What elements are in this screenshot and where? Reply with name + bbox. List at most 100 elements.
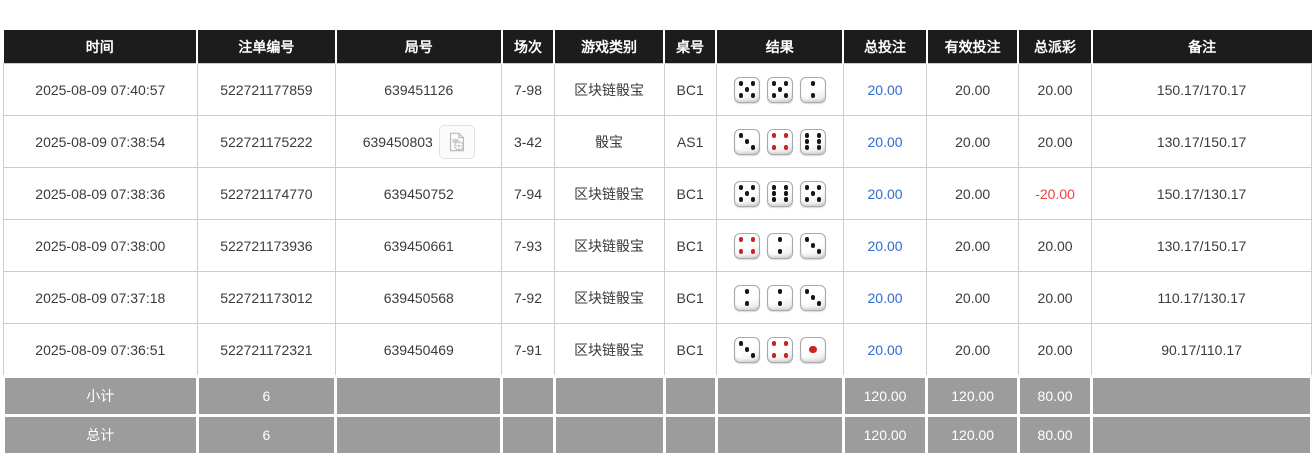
session-cell: 3-42 <box>501 115 555 168</box>
valid-bet-cell: 20.00 <box>926 63 1019 116</box>
die-pip <box>738 81 743 86</box>
die-pip <box>744 289 749 294</box>
column-header-total_bet: 总投注 <box>843 30 928 64</box>
total-payout-cell: -20.00 <box>1017 167 1093 220</box>
die-pip <box>777 237 782 242</box>
table-row: 2025-08-09 07:37:18 522721173012 639450568… <box>3 271 1312 324</box>
total-payout-cell: 20.00 <box>1017 115 1093 168</box>
grand-total-count: 6 <box>195 414 338 456</box>
round-no-wrap: 639450752 <box>384 186 454 202</box>
die-pip <box>804 197 809 202</box>
total-payout-cell: 20.00 <box>1017 219 1093 272</box>
die-pip <box>816 145 821 150</box>
remark-cell: 90.17/110.17 <box>1091 323 1312 377</box>
dice-result <box>721 180 839 207</box>
round-no-cell: 639450661 <box>335 219 503 272</box>
total-bet-link[interactable]: 20.00 <box>867 289 903 306</box>
total-bet-link[interactable]: 20.00 <box>867 81 903 98</box>
table-header: 时间 注单编号 局号 场次 游戏类别 桌号 结果 总投注 有效投注 总派彩 备注 <box>3 30 1312 64</box>
die-5-black <box>733 180 760 207</box>
round-no-value: 639450803 <box>362 133 433 150</box>
die-pip <box>816 185 821 190</box>
total-bet-cell: 20.00 <box>842 323 928 377</box>
round-no-cell: 639451126 <box>335 63 503 116</box>
total-bet-link[interactable]: 20.00 <box>867 185 903 202</box>
valid-bet-cell: 20.00 <box>926 323 1019 377</box>
total-bet-cell: 20.00 <box>842 219 928 272</box>
total-bet-link[interactable]: 20.00 <box>867 237 903 254</box>
die-pip <box>804 289 809 294</box>
result-cell <box>715 271 844 324</box>
die-pip <box>777 301 782 306</box>
total-bet-link[interactable]: 20.00 <box>867 133 903 150</box>
result-cell <box>715 63 844 116</box>
die-5-black <box>766 76 793 103</box>
order-no-cell: 522721175222 <box>196 115 337 168</box>
die-pip <box>750 249 755 254</box>
die-pip <box>804 139 809 144</box>
total-bet-cell: 20.00 <box>842 271 928 324</box>
round-no-wrap: 639450469 <box>384 342 454 358</box>
die-pip <box>810 243 815 248</box>
grand-total-total-payout: 80.00 <box>1016 414 1094 456</box>
valid-bet-cell: 20.00 <box>926 167 1019 220</box>
column-header-time: 时间 <box>3 30 199 64</box>
order-no-cell: 522721173936 <box>196 219 337 272</box>
round-no-value: 639450661 <box>383 237 454 254</box>
grand-total-valid-bet: 120.00 <box>925 414 1020 456</box>
die-pip <box>738 341 743 346</box>
table-no-cell: BC1 <box>663 63 717 116</box>
die-5-black <box>733 76 760 103</box>
footer-empty-table <box>662 414 718 456</box>
total-bet-link[interactable]: 20.00 <box>867 341 903 358</box>
column-header-game_type: 游戏类别 <box>554 30 665 64</box>
footer-empty-round <box>334 414 504 456</box>
grand-total-row: 总计 6 120.00 120.00 80.00 <box>2 414 1313 456</box>
die-6-black <box>766 180 793 207</box>
die-pip <box>738 185 743 190</box>
time-cell: 2025-08-09 07:36:51 <box>3 323 198 377</box>
die-pip <box>783 353 788 358</box>
die-pip <box>804 133 809 138</box>
game-type-cell: 区块链骰宝 <box>553 167 665 220</box>
die-pip <box>783 93 788 98</box>
table-row: 2025-08-09 07:38:54 522721175222 639450803… <box>3 115 1312 168</box>
session-cell: 7-94 <box>501 167 555 220</box>
die-pip <box>771 197 776 202</box>
total-bet-cell: 20.00 <box>842 167 928 220</box>
column-header-session: 场次 <box>501 30 556 64</box>
result-cell <box>715 323 844 377</box>
die-pip <box>783 197 788 202</box>
grand-total-total-bet: 120.00 <box>841 414 929 456</box>
die-pip <box>744 347 749 352</box>
die-pip <box>738 237 743 242</box>
die-pip <box>771 353 776 358</box>
total-payout-cell: 20.00 <box>1017 271 1093 324</box>
total-bet-cell: 20.00 <box>842 63 928 116</box>
die-pip <box>777 289 782 294</box>
table-row: 2025-08-09 07:38:00 522721173936 639450661… <box>3 219 1312 272</box>
game-type-cell: 区块链骰宝 <box>553 323 665 377</box>
order-no-cell: 522721172321 <box>196 323 337 377</box>
dice-result <box>721 128 839 155</box>
die-pip <box>816 139 821 144</box>
order-no-cell: 522721177859 <box>196 63 337 116</box>
footer-empty-result <box>714 414 845 456</box>
die-pip <box>777 87 782 92</box>
die-pip <box>744 87 749 92</box>
die-3-black <box>799 232 826 259</box>
die-5-black <box>799 180 826 207</box>
table-no-cell: BC1 <box>663 167 717 220</box>
round-no-cell: 639450752 <box>335 167 503 220</box>
die-4-red <box>766 336 793 363</box>
result-cell <box>715 219 844 272</box>
die-pip <box>804 237 809 242</box>
valid-bet-cell: 20.00 <box>926 115 1019 168</box>
table-no-cell: BC1 <box>663 219 717 272</box>
die-pip <box>744 139 749 144</box>
die-pip <box>783 191 788 196</box>
die-pip <box>783 81 788 86</box>
video-icon[interactable] <box>438 124 475 159</box>
round-no-cell: 639450469 <box>335 323 503 377</box>
subtotal-count: 6 <box>195 375 338 417</box>
